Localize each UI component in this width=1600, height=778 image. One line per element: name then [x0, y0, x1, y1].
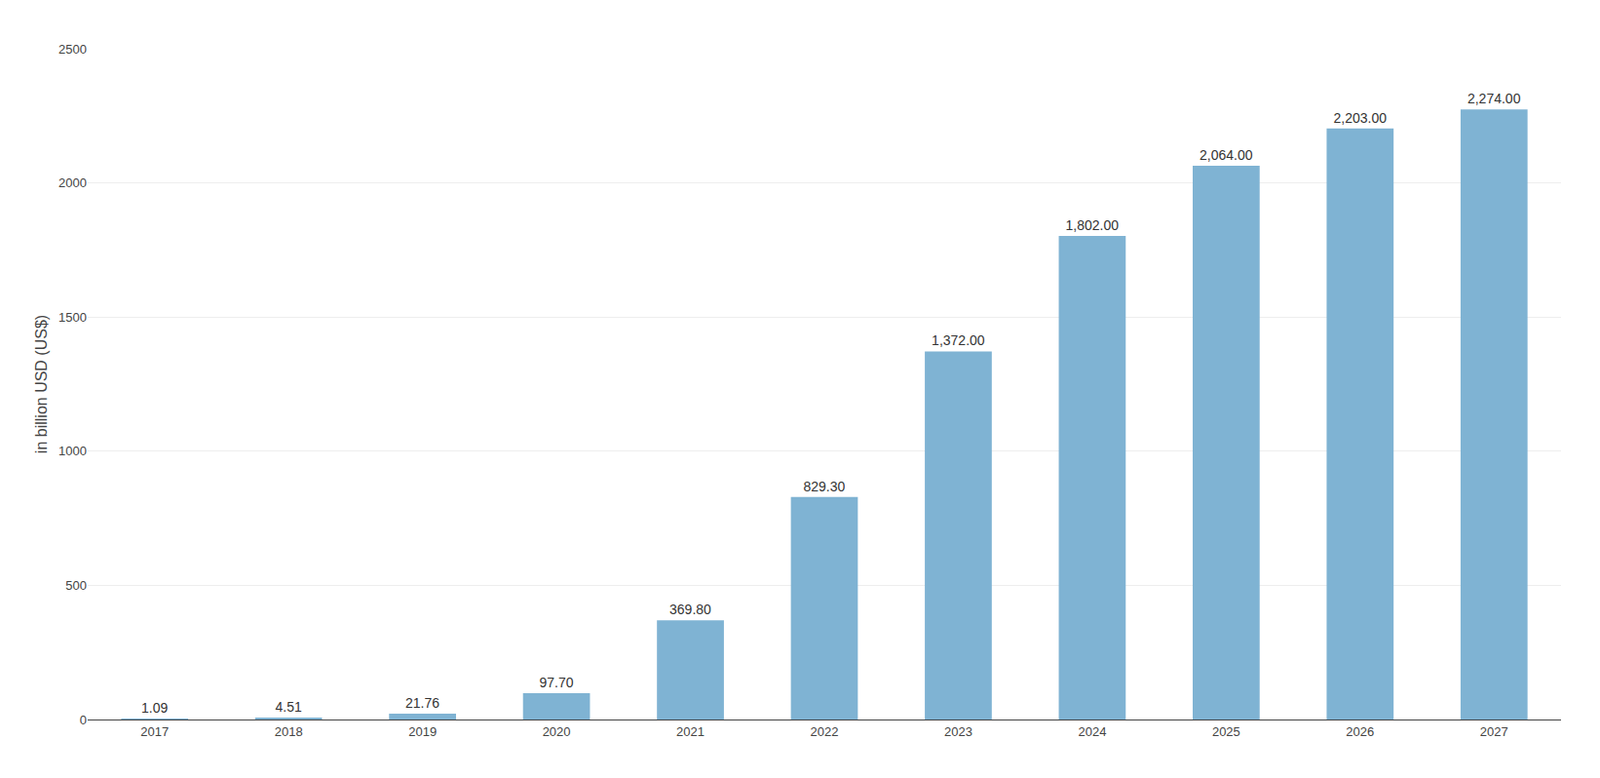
svg-text:in billion USD (US$): in billion USD (US$) — [33, 314, 50, 454]
svg-text:97.70: 97.70 — [538, 674, 573, 690]
svg-text:2024: 2024 — [1077, 723, 1106, 739]
svg-text:2500: 2500 — [58, 41, 87, 57]
svg-text:1000: 1000 — [58, 443, 87, 458]
svg-text:500: 500 — [65, 577, 87, 593]
svg-text:2027: 2027 — [1480, 723, 1509, 739]
svg-text:369.80: 369.80 — [669, 601, 712, 617]
svg-text:2,203.00: 2,203.00 — [1333, 110, 1387, 126]
svg-text:2025: 2025 — [1212, 723, 1241, 739]
svg-text:2019: 2019 — [408, 723, 437, 739]
svg-text:21.76: 21.76 — [405, 694, 440, 711]
svg-text:2018: 2018 — [274, 723, 304, 739]
svg-text:2017: 2017 — [140, 723, 169, 739]
svg-text:2,274.00: 2,274.00 — [1467, 90, 1522, 107]
svg-text:4.51: 4.51 — [274, 698, 302, 715]
svg-text:2023: 2023 — [944, 723, 973, 739]
svg-text:2026: 2026 — [1345, 723, 1374, 739]
svg-text:1.09: 1.09 — [141, 699, 168, 716]
svg-text:2022: 2022 — [810, 723, 839, 739]
svg-text:2020: 2020 — [542, 723, 572, 739]
svg-text:2,064.00: 2,064.00 — [1199, 147, 1254, 163]
svg-text:829.30: 829.30 — [802, 478, 845, 495]
svg-text:2021: 2021 — [676, 723, 705, 739]
svg-text:0: 0 — [79, 712, 87, 727]
svg-text:1500: 1500 — [58, 309, 87, 325]
svg-text:2000: 2000 — [58, 175, 87, 191]
svg-text:1,802.00: 1,802.00 — [1066, 217, 1120, 233]
svg-text:1,372.00: 1,372.00 — [931, 332, 986, 348]
